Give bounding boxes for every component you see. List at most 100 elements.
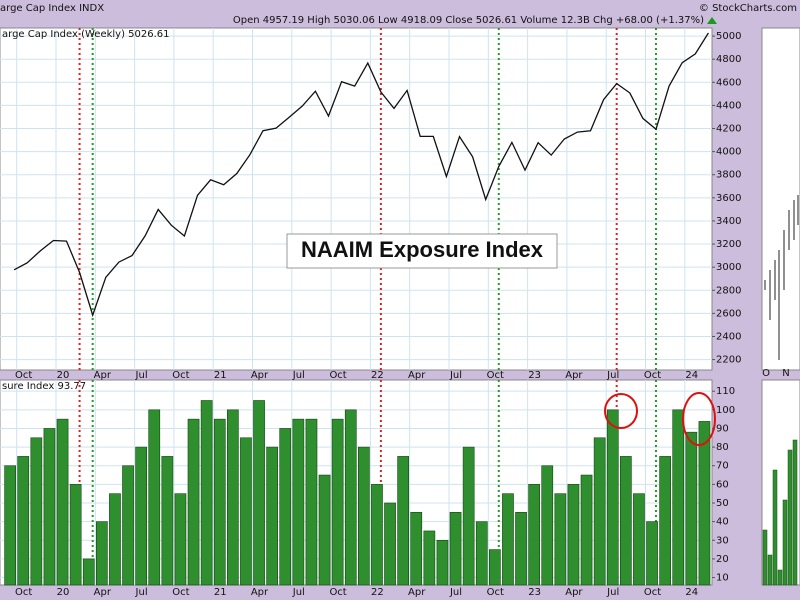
bar [161, 456, 174, 586]
bar [109, 493, 121, 586]
panel-plot: 10 20 30 40 50 60 70 80 90 100 110 Oct 20 Apr Jul Oct 21… [0, 380, 735, 598]
bar [344, 409, 357, 586]
y-tick-label: 2800 [716, 285, 741, 296]
y-tick-label: 4000 [716, 147, 741, 158]
bar [4, 465, 17, 586]
bar [633, 493, 645, 586]
bar [17, 456, 30, 586]
bar [187, 418, 200, 586]
x-tick-label: Apr [565, 587, 583, 598]
x-tick-label: Apr [565, 370, 583, 381]
bar [672, 409, 685, 586]
x-tick-label: 23 [528, 370, 541, 381]
bar [515, 512, 527, 586]
y-tick-label: 3000 [716, 262, 741, 273]
bar [502, 493, 514, 586]
bar [436, 539, 449, 586]
highlight-circle [604, 393, 638, 429]
y-tick-label: 2200 [716, 355, 741, 366]
panel-title: sure Index 93.77 [2, 381, 86, 392]
x-tick-label: Jul [606, 370, 619, 381]
x-tick-label: Oct [172, 587, 189, 598]
x-tick-label: Jul [135, 587, 148, 598]
y-tick-label: 20 [716, 554, 729, 565]
y-tick-label: 2400 [716, 331, 741, 342]
bar [567, 484, 580, 586]
bar [423, 530, 436, 586]
bar [357, 446, 370, 586]
x-tick-label: Jul [449, 370, 462, 381]
annotation-box [286, 233, 558, 269]
y-tick-label: 4600 [716, 77, 741, 88]
bar [30, 437, 43, 586]
bar [82, 558, 95, 586]
plots: 2200 2400 2600 2800 3000 3200 3400 3600 3800 4000… [0, 28, 741, 598]
y-tick-label: 40 [716, 517, 729, 528]
bar [449, 512, 462, 586]
price-line [13, 32, 709, 318]
y-tick-label: 4200 [716, 124, 741, 135]
x-tick-label: Jul [292, 587, 305, 598]
x-tick-label: Oct [172, 370, 189, 381]
price-panel [0, 27, 713, 371]
bar [685, 431, 698, 586]
bar [174, 493, 187, 586]
y-tick-label: 4400 [716, 100, 741, 111]
x-tick-label: 22 [371, 370, 384, 381]
y-tick-label: 3400 [716, 216, 741, 227]
highlight-circle [682, 392, 716, 446]
bar [554, 493, 567, 586]
x-tick-label: 23 [528, 587, 541, 598]
bar [371, 484, 383, 586]
y-tick-label: 70 [716, 461, 729, 472]
bar [122, 465, 134, 586]
symbol: arge Cap Index INDX [0, 3, 104, 14]
y-tick-label: 110 [716, 386, 735, 397]
bar [619, 456, 632, 586]
bar [69, 484, 82, 586]
bar [292, 418, 305, 586]
bar [96, 521, 108, 586]
y-tick-label: 30 [716, 535, 729, 546]
y-tick-label: 100 [716, 405, 735, 416]
side-bars [762, 439, 798, 586]
bar [135, 446, 148, 586]
x-tick-label: Oct [644, 587, 661, 598]
y-tick-label: 3600 [716, 193, 741, 204]
x-tick-label: Oct [329, 587, 346, 598]
side-label: O [762, 368, 770, 379]
y-tick-label: 5000 [716, 31, 741, 42]
x-tick-label: Oct [487, 370, 504, 381]
x-tick-label: 22 [371, 587, 384, 598]
bar [593, 437, 606, 586]
bar [384, 502, 396, 586]
side-price-panel [761, 27, 800, 371]
y-tick-label: 10 [716, 573, 729, 584]
bar [253, 400, 265, 586]
bar [331, 418, 344, 586]
bar [410, 512, 423, 586]
x-tick-label: Oct [329, 370, 346, 381]
x-tick-label: Apr [408, 370, 426, 381]
bar [43, 428, 56, 586]
y-tick-label: 80 [716, 442, 729, 453]
quote: Open 4957.19 High 5030.06 Low 4918.09 Cl… [233, 15, 704, 26]
x-tick-label: Apr [408, 587, 426, 598]
bar [266, 446, 279, 586]
x-tick-label: Apr [94, 370, 112, 381]
x-tick-label: 24 [685, 370, 698, 381]
x-tick-label: Jul [135, 370, 148, 381]
bar [528, 484, 540, 586]
x-tick-label: Apr [251, 587, 269, 598]
bar [397, 456, 410, 586]
x-tick-label: 20 [57, 587, 70, 598]
y-tick-label: 3800 [716, 170, 741, 181]
panel-plot: 2200 2400 2600 2800 3000 3200 3400 3600 3800 4000… [0, 28, 741, 381]
bar [279, 428, 292, 586]
bar [240, 437, 252, 586]
x-tick-label: 24 [685, 587, 698, 598]
x-tick-label: Jul [292, 370, 305, 381]
side-decoration [764, 195, 799, 360]
panel-title: arge Cap Index (Weekly) 5026.61 [2, 29, 170, 40]
